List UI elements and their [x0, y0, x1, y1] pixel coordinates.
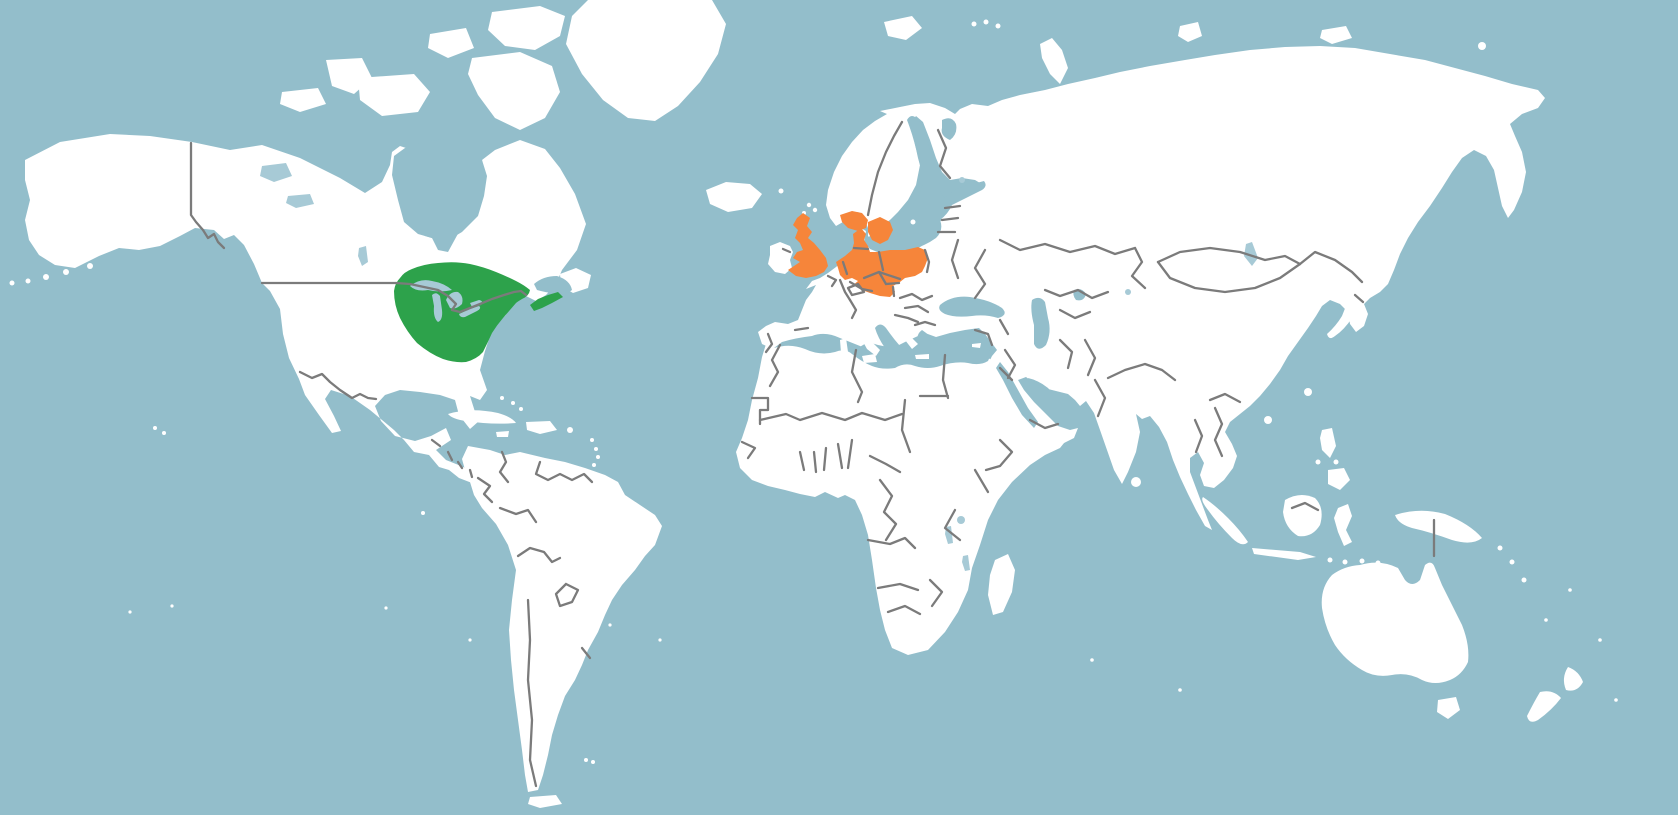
svalbard	[884, 16, 922, 40]
lake-victoria	[957, 516, 965, 524]
luzon-philippines	[1320, 428, 1336, 458]
lake-winnipeg	[358, 246, 368, 266]
red-sea	[996, 362, 1038, 428]
new-zealand-north	[1563, 667, 1583, 691]
white-sea	[941, 118, 957, 140]
lake-malawi	[962, 555, 970, 571]
sri-lanka	[1131, 477, 1141, 487]
large-lakes	[260, 163, 1258, 571]
border-netherlands-germany	[841, 260, 849, 276]
great-lakes	[410, 280, 483, 322]
border-us-canada-lakes	[394, 281, 528, 314]
border-mongolia-south	[1156, 260, 1302, 294]
greece	[902, 322, 918, 349]
great-bear-lake	[260, 163, 292, 182]
sulawesi	[1334, 504, 1352, 546]
lake-michigan	[432, 293, 443, 322]
border-us-mexico	[298, 370, 378, 401]
italy	[848, 310, 880, 356]
mediterranean-sea	[774, 324, 992, 369]
lake-balkhash	[1125, 289, 1131, 295]
mediterranean-peninsulas	[840, 219, 981, 363]
new-zealand-south	[1527, 691, 1561, 722]
severnaya-zemlya	[1178, 22, 1202, 42]
border-northern-ireland	[781, 247, 792, 254]
hainan	[1264, 416, 1272, 424]
hispaniola	[526, 421, 557, 434]
cuba	[448, 410, 516, 424]
cyprus	[972, 343, 981, 348]
border-mongolia-north	[1156, 246, 1302, 266]
borneo	[1283, 494, 1322, 537]
sicily	[862, 354, 877, 363]
hudson-bay	[392, 139, 486, 252]
border-germany-czechia	[862, 270, 888, 286]
border-germany-poland	[877, 250, 885, 272]
lake-erie	[459, 306, 481, 318]
border-alaska-canada	[189, 141, 226, 250]
border-chile-argentina	[526, 598, 538, 788]
madagascar	[988, 554, 1015, 615]
puerto-rico	[567, 427, 573, 433]
baffin-island	[468, 52, 560, 130]
caspian-sea	[1031, 297, 1050, 349]
persian-gulf	[1028, 378, 1051, 398]
wrangel-island	[1478, 42, 1486, 50]
greenland	[566, 0, 726, 121]
native-range-nova-scotia	[530, 292, 563, 311]
introduced-southern-norway	[840, 211, 868, 231]
crete	[915, 354, 929, 359]
ellesmere-island	[488, 6, 565, 50]
border-poland-east	[923, 248, 931, 274]
iceland	[706, 182, 762, 212]
country-borders	[189, 120, 1436, 788]
sumatra	[1202, 497, 1248, 545]
hokkaido	[1353, 279, 1370, 297]
gulf-of-st-lawrence	[534, 276, 572, 295]
novaya-zemlya	[1040, 38, 1068, 84]
new-guinea	[1395, 510, 1482, 543]
border-russia-kazakhstan	[998, 238, 1137, 256]
border-poland-czechia	[877, 270, 902, 281]
introduced-great-britain	[788, 213, 828, 278]
lake-huron	[446, 291, 463, 309]
south-america	[462, 446, 662, 792]
border-denmark-germany	[852, 246, 870, 251]
black-sea	[939, 296, 1005, 318]
great-slave-lake	[286, 194, 314, 208]
lake-superior	[410, 280, 452, 292]
eurasia	[758, 46, 1545, 530]
north-america	[25, 134, 586, 483]
border-norway-sweden	[866, 120, 904, 217]
tierra-del-fuego	[528, 795, 562, 808]
java	[1252, 548, 1316, 560]
border-austria-east	[891, 285, 896, 298]
baltic-sea	[862, 115, 986, 251]
new-siberian-islands	[1320, 26, 1352, 44]
banks-island	[326, 58, 372, 94]
introduced-southern-sweden	[868, 217, 893, 244]
honshu-japan	[1327, 298, 1355, 339]
border-germany-south	[848, 280, 874, 293]
lake-ladoga	[959, 177, 965, 183]
jamaica	[496, 431, 509, 437]
mindanao-philippines	[1328, 468, 1350, 490]
galapagos	[421, 511, 425, 515]
arctic-island-small-1	[280, 88, 326, 112]
arctic-island-small-2	[428, 28, 474, 58]
corsica	[842, 326, 848, 337]
inland-seas	[392, 115, 1086, 428]
gotland	[910, 219, 916, 225]
faroe-islands	[778, 188, 784, 194]
lake-baikal	[1244, 242, 1258, 266]
sardinia	[840, 338, 848, 353]
taiwan	[1304, 388, 1312, 396]
tasmania	[1437, 697, 1460, 719]
border-czechia-austria	[884, 281, 901, 286]
australia	[1321, 562, 1469, 683]
victoria-island	[358, 74, 430, 116]
